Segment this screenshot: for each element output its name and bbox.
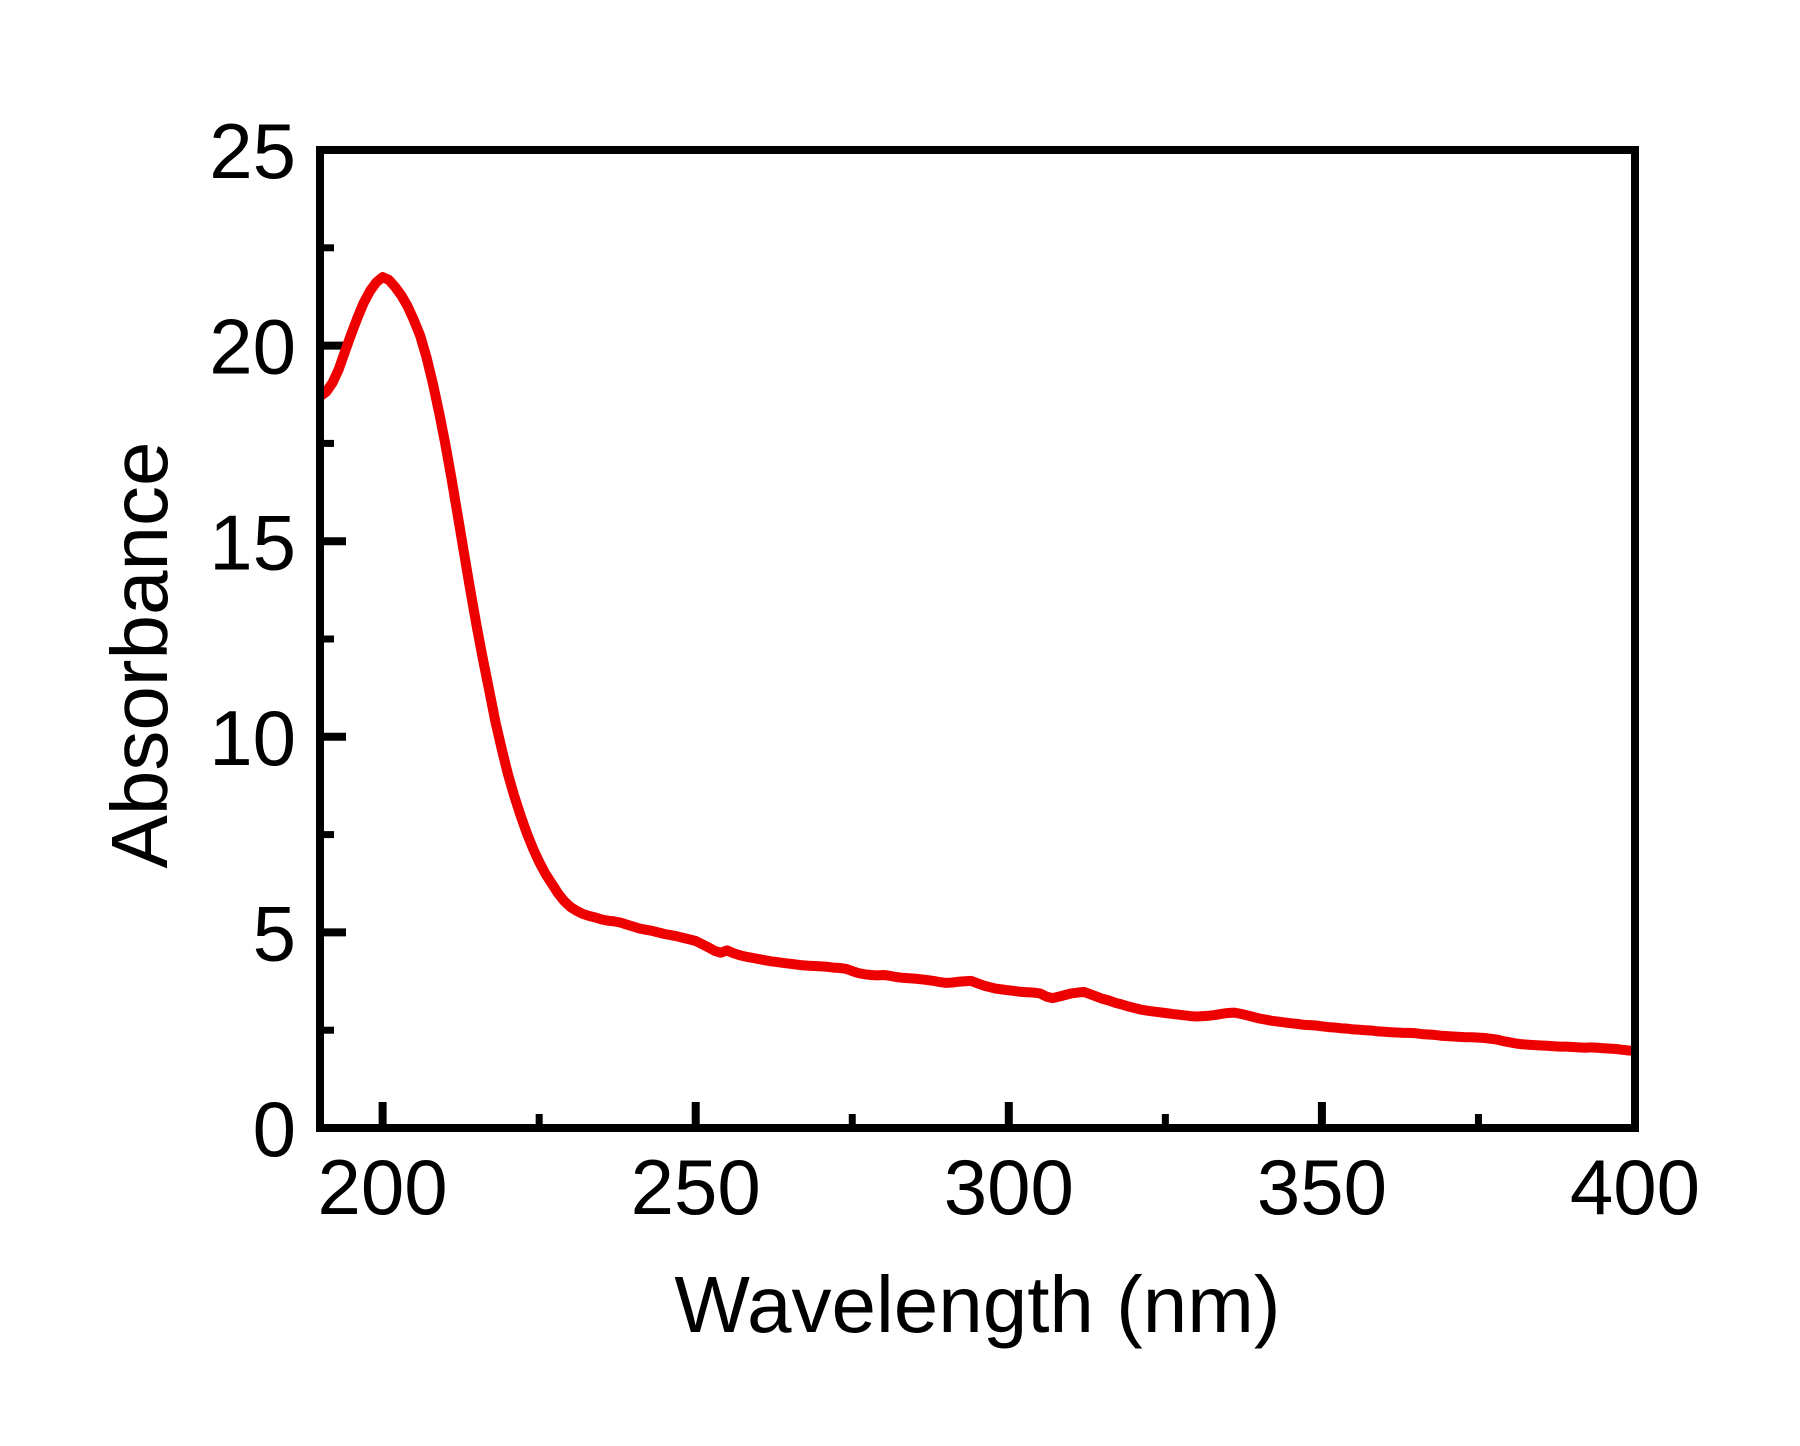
y-axis-title: Absorbance [95,442,184,869]
y-tick-label: 5 [253,889,296,977]
y-tick-label: 15 [209,498,296,586]
y-tick-label: 20 [209,303,296,391]
x-tick-label: 250 [631,1143,761,1231]
x-axis-title: Wavelength (nm) [674,1260,1280,1349]
spectrum-line [317,272,1636,1056]
y-tick-label: 10 [209,694,296,782]
x-tick-label: 400 [1570,1143,1700,1231]
x-tick-label: 300 [944,1143,1074,1231]
plot-frame [316,146,1639,1132]
y-tick-label: 0 [253,1085,296,1173]
x-tick-label: 350 [1257,1143,1387,1231]
x-tick-label: 200 [318,1143,448,1231]
axis-tick-labels: 200 250 300 350 400 0 5 10 15 20 25 [209,107,1700,1231]
y-tick-label: 25 [209,107,296,195]
